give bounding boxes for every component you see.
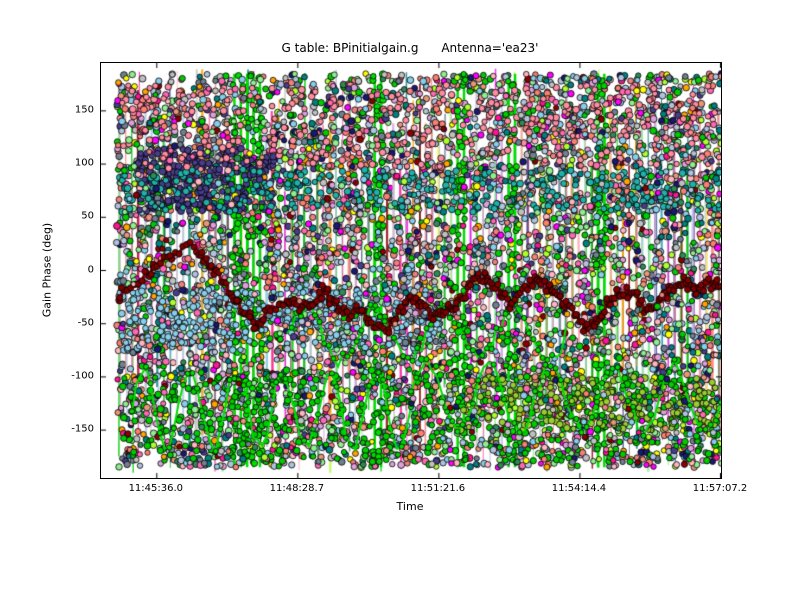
y-tick-label: -50 — [77, 317, 94, 329]
y-tick-label: 50 — [81, 210, 94, 222]
y-tick-label: -150 — [71, 423, 94, 435]
plot-canvas — [101, 63, 721, 478]
x-tick-label: 11:51:21.6 — [410, 483, 466, 494]
chart-title: G table: BPinitialgain.g Antenna='ea23' — [281, 41, 539, 55]
y-tick-label: -100 — [71, 370, 94, 382]
x-axis-label: Time — [396, 500, 424, 513]
x-tick-label: 11:57:07.2 — [692, 483, 748, 494]
x-tick-label: 11:54:14.4 — [551, 483, 607, 494]
x-tick-label: 11:45:36.0 — [128, 483, 184, 494]
y-tick-label: 150 — [74, 104, 94, 116]
y-tick-label: 100 — [74, 157, 94, 169]
y-tick-label: 0 — [87, 264, 94, 275]
axes-frame — [100, 62, 722, 479]
x-tick-label: 11:48:28.7 — [269, 483, 325, 494]
